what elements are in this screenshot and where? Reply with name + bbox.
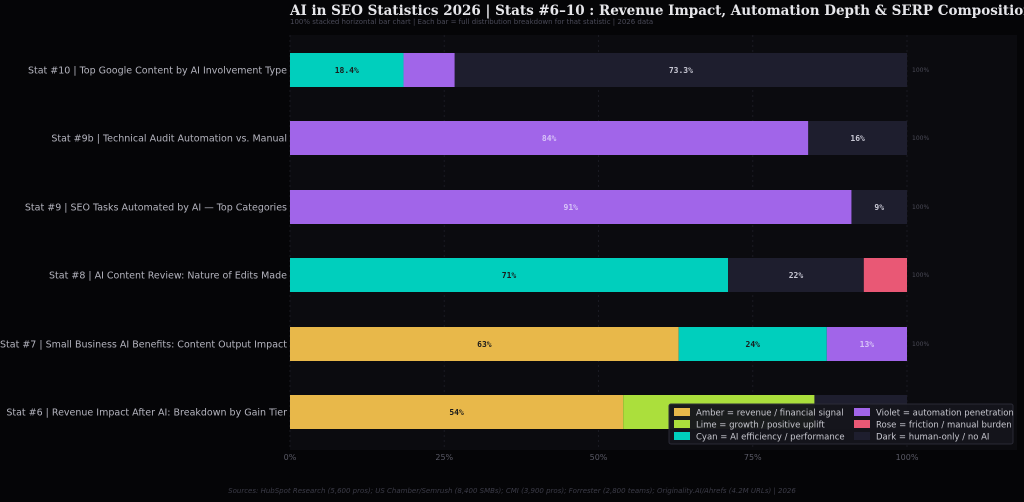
chart-source: Sources: HubSpot Research (5,600 pros); … xyxy=(228,487,796,495)
bar-segment xyxy=(454,53,907,87)
legend-label: Dark = human-only / no AI xyxy=(876,433,989,443)
bar-value-label: 54% xyxy=(449,408,464,417)
category-label: Stat #9 | SEO Tasks Automated by AI — To… xyxy=(25,203,287,214)
legend: Amber = revenue / financial signal Lime =… xyxy=(668,403,1014,445)
bar-segment xyxy=(290,327,679,361)
legend-swatch xyxy=(854,432,870,440)
legend-label: Rose = friction / manual burden xyxy=(876,421,1012,431)
bar-total-label: 100% xyxy=(912,341,929,348)
bar-value-label: 18.4% xyxy=(335,66,359,75)
bar-value-label: 13% xyxy=(860,340,875,349)
legend-box xyxy=(668,403,1014,445)
x-axis-ticks: 0% 25% 50% 75% 100% xyxy=(284,453,919,462)
legend-label: Violet = automation penetration xyxy=(876,409,1014,419)
x-tick-label: 25% xyxy=(435,453,453,462)
bar-total-label: 100% xyxy=(912,135,929,142)
category-label: Stat #8 | AI Content Review: Nature of E… xyxy=(49,271,287,282)
bar-value-label: 91% xyxy=(564,203,579,212)
bar-segment xyxy=(290,53,404,87)
x-tick-label: 50% xyxy=(590,453,608,462)
bar-value-label: 73.3% xyxy=(669,66,693,75)
chart-subtitle: 100% stacked horizontal bar chart | Each… xyxy=(290,18,654,26)
category-label: Stat #9b | Technical Audit Automation vs… xyxy=(51,134,287,145)
bar-segment xyxy=(290,190,852,224)
bar-value-label: 71% xyxy=(502,271,517,280)
legend-swatch xyxy=(674,420,690,428)
legend-swatch xyxy=(854,420,870,428)
bar-total-label: 100% xyxy=(912,67,929,74)
bars-group: 18.4% 73.3% 100% 84% 16% 100% 91% 9% 100% 71% 22% 1… xyxy=(290,53,929,429)
x-tick-label: 0% xyxy=(284,453,297,462)
legend-swatch xyxy=(674,408,690,416)
plot-area xyxy=(290,35,1017,450)
x-tick-label: 75% xyxy=(744,453,762,462)
bar-segment xyxy=(290,258,729,292)
grid-lines xyxy=(289,35,908,450)
bar-segment xyxy=(826,327,907,361)
x-tick-label: 100% xyxy=(896,453,919,462)
bar-segment xyxy=(678,327,827,361)
legend-swatch xyxy=(674,432,690,440)
bar-segment xyxy=(403,53,455,87)
legend-swatch xyxy=(854,408,870,416)
bar-total-label: 100% xyxy=(912,272,929,279)
bar-segment xyxy=(851,190,907,224)
bar-value-label: 24% xyxy=(746,340,761,349)
bar-value-label: 22% xyxy=(789,271,804,280)
legend-label: Cyan = AI efficiency / performance xyxy=(696,433,845,443)
category-label: Stat #7 | Small Business AI Benefits: Co… xyxy=(0,340,287,351)
bar-segment xyxy=(290,395,624,429)
category-label: Stat #6 | Revenue Impact After AI: Break… xyxy=(6,408,287,419)
bar-segment xyxy=(728,258,864,292)
legend-label: Lime = growth / positive uplift xyxy=(696,421,825,431)
bar-value-label: 9% xyxy=(874,203,884,212)
category-label: Stat #10 | Top Google Content by AI Invo… xyxy=(28,66,287,77)
bar-value-label: 16% xyxy=(850,134,865,143)
chart-title: AI in SEO Statistics 2026 | Stats #6–10 … xyxy=(290,3,1024,19)
bar-segment xyxy=(290,121,809,155)
bar-total-label: 100% xyxy=(912,204,929,211)
bar-segment xyxy=(863,258,907,292)
category-labels: Stat #10 | Top Google Content by AI Invo… xyxy=(0,66,287,419)
legend-label: Amber = revenue / financial signal xyxy=(696,409,844,419)
bar-value-label: 63% xyxy=(477,340,492,349)
bar-segment xyxy=(808,121,907,155)
bar-value-label: 84% xyxy=(542,134,557,143)
